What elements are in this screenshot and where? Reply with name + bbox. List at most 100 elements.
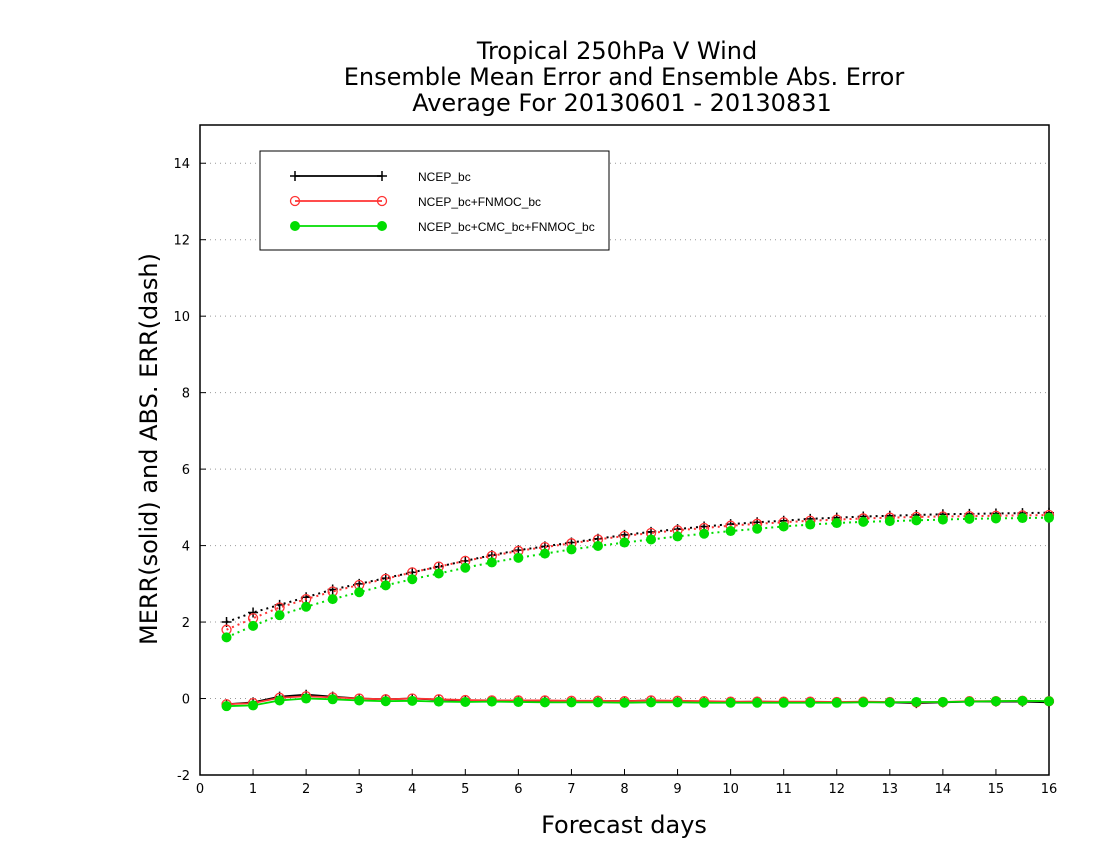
merr-line-2 bbox=[226, 697, 1050, 708]
merr-point-2-21 bbox=[778, 697, 789, 708]
x-tick-label-10: 10 bbox=[722, 782, 739, 797]
legend-marker-left-0 bbox=[290, 171, 300, 181]
legend-marker-right-0 bbox=[377, 171, 387, 181]
abs-err-point-2-28 bbox=[964, 513, 975, 524]
x-tick-label-16: 16 bbox=[1041, 782, 1058, 797]
abs-err-point-2-25 bbox=[884, 516, 895, 527]
legend-marker-left-1 bbox=[289, 195, 301, 207]
abs-err-point-2-10 bbox=[486, 557, 497, 568]
merr-point-2-5 bbox=[354, 695, 365, 706]
merr-point-2-29 bbox=[990, 696, 1001, 707]
merr-point-2-9 bbox=[460, 696, 471, 707]
merr-point-2-14 bbox=[592, 697, 603, 708]
merr-point-2-31 bbox=[1044, 696, 1054, 707]
abs-err-point-2-13 bbox=[566, 544, 577, 555]
merr-point-2-30 bbox=[1017, 695, 1028, 706]
x-tick-label-9: 9 bbox=[673, 782, 681, 797]
y-tick-label-6: 10 bbox=[173, 310, 190, 325]
y-tick-label-8: 14 bbox=[173, 157, 190, 172]
merr-point-2-27 bbox=[937, 696, 948, 707]
merr-point-2-16 bbox=[646, 697, 657, 708]
y-axis-label: MERR(solid) and ABS. ERR(dash) bbox=[135, 253, 163, 645]
x-tick-label-1: 1 bbox=[249, 782, 257, 797]
legend-marker-left-2 bbox=[290, 221, 300, 231]
abs-err-point-2-30 bbox=[1017, 513, 1028, 524]
abs-err-point-2-20 bbox=[752, 523, 763, 534]
legend-marker-right-2 bbox=[377, 221, 387, 231]
series-1 bbox=[221, 509, 1055, 710]
legend: NCEP_bc NCEP_bc+FNMOC_bc NCEP_bc+CMC_bc+FN… bbox=[259, 150, 610, 251]
y-tick-label-5: 8 bbox=[182, 387, 190, 402]
merr-point-2-19 bbox=[725, 697, 736, 708]
merr-point-2-20 bbox=[752, 697, 763, 708]
y-tick-label-2: 2 bbox=[182, 616, 190, 631]
abs-err-point-2-17 bbox=[672, 531, 683, 542]
merr-point-2-26 bbox=[911, 696, 922, 707]
legend-label-0: NCEP_bc bbox=[418, 170, 471, 184]
merr-point-2-13 bbox=[566, 697, 577, 708]
abs-err-point-2-12 bbox=[539, 548, 550, 559]
merr-point-2-18 bbox=[699, 697, 710, 708]
abs-err-line-2 bbox=[226, 516, 1050, 639]
abs-err-point-2-3 bbox=[301, 601, 312, 612]
merr-point-2-11 bbox=[513, 696, 524, 707]
abs-err-point-2-9 bbox=[460, 562, 471, 573]
abs-err-point-0-1 bbox=[248, 607, 259, 618]
merr-point-2-12 bbox=[539, 697, 550, 708]
abs-err-point-2-21 bbox=[778, 521, 789, 532]
abs-err-point-2-7 bbox=[407, 574, 418, 585]
abs-err-point-2-18 bbox=[699, 528, 710, 539]
abs-err-point-2-2 bbox=[274, 610, 285, 621]
merr-point-2-23 bbox=[831, 697, 842, 708]
abs-err-point-2-16 bbox=[646, 534, 657, 545]
merr-point-2-22 bbox=[805, 697, 816, 708]
abs-err-line-0 bbox=[226, 511, 1050, 623]
legend-label-2: NCEP_bc+CMC_bc+FNMOC_bc bbox=[418, 220, 595, 234]
merr-point-2-7 bbox=[407, 695, 418, 706]
merr-point-2-6 bbox=[380, 696, 391, 707]
abs-err-point-0-4 bbox=[327, 584, 338, 595]
merr-point-2-15 bbox=[619, 697, 630, 708]
abs-err-point-2-4 bbox=[327, 594, 338, 605]
abs-err-point-2-14 bbox=[592, 540, 603, 551]
x-tick-label-11: 11 bbox=[775, 782, 792, 797]
series-2 bbox=[221, 512, 1054, 712]
merr-point-2-10 bbox=[486, 696, 497, 707]
x-tick-label-5: 5 bbox=[461, 782, 469, 797]
x-tick-label-7: 7 bbox=[567, 782, 575, 797]
abs-err-point-2-23 bbox=[831, 518, 842, 529]
abs-err-line-1 bbox=[226, 514, 1050, 631]
series-0 bbox=[221, 507, 1054, 710]
merr-point-2-1 bbox=[248, 700, 259, 711]
legend-label-1: NCEP_bc+FNMOC_bc bbox=[418, 195, 541, 209]
merr-point-2-8 bbox=[433, 696, 444, 707]
abs-err-point-2-0 bbox=[221, 632, 232, 643]
y-tick-label-3: 4 bbox=[182, 540, 190, 555]
x-tick-label-14: 14 bbox=[935, 782, 952, 797]
merr-point-2-17 bbox=[672, 697, 683, 708]
y-tick-label-0: -2 bbox=[177, 769, 190, 784]
x-tick-label-13: 13 bbox=[882, 782, 899, 797]
x-tick-label-0: 0 bbox=[196, 782, 204, 797]
x-tick-label-12: 12 bbox=[828, 782, 845, 797]
abs-err-point-2-31 bbox=[1044, 512, 1054, 523]
legend-marker-right-1 bbox=[376, 195, 388, 207]
abs-err-point-2-27 bbox=[937, 514, 948, 525]
grid-lines bbox=[200, 162, 1049, 776]
abs-err-point-2-6 bbox=[380, 580, 391, 591]
x-tick-label-6: 6 bbox=[514, 782, 522, 797]
merr-point-2-0 bbox=[221, 701, 232, 712]
merr-point-2-3 bbox=[301, 693, 312, 704]
title-line-1: Tropical 250hPa V Wind bbox=[476, 37, 757, 65]
title-line-2: Ensemble Mean Error and Ensemble Abs. Er… bbox=[344, 63, 905, 91]
merr-point-2-2 bbox=[274, 695, 285, 706]
chart-title: Tropical 250hPa V Wind Ensemble Mean Err… bbox=[344, 37, 905, 117]
y-tick-label-4: 6 bbox=[182, 463, 190, 478]
abs-err-point-2-19 bbox=[725, 526, 736, 537]
merr-point-2-25 bbox=[884, 697, 895, 708]
abs-err-point-2-29 bbox=[990, 513, 1001, 524]
x-tick-label-8: 8 bbox=[620, 782, 628, 797]
merr-point-2-24 bbox=[858, 697, 869, 708]
